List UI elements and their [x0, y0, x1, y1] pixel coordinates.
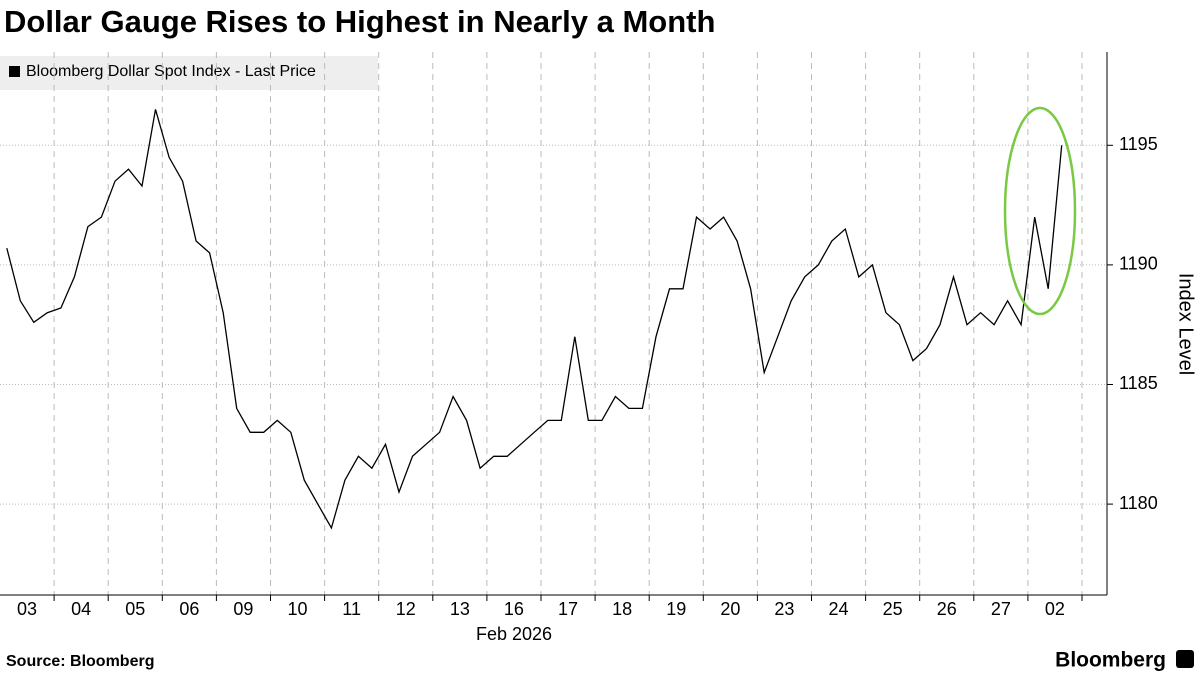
series-line	[6, 109, 1063, 530]
brand: Bloomberg	[1055, 649, 1166, 672]
y-tick-label: 1185	[1119, 373, 1158, 393]
x-tick-label: 06	[179, 599, 199, 619]
x-tick-label: 16	[504, 599, 524, 619]
x-tick-label: 18	[612, 599, 632, 619]
x-tick-label: 10	[288, 599, 308, 619]
y-tick-label: 1190	[1119, 254, 1158, 274]
x-tick-label: 23	[774, 599, 794, 619]
x-tick-label: 25	[883, 599, 903, 619]
x-tick-label: 19	[666, 599, 686, 619]
x-tick-label: 20	[720, 599, 740, 619]
legend-label: Bloomberg Dollar Spot Index - Last Price	[26, 63, 316, 80]
x-tick-label: 03	[17, 599, 37, 619]
x-tick-label: 13	[450, 599, 470, 619]
x-axis-sublabel: Feb 2026	[476, 624, 552, 644]
x-tick-label: 11	[342, 599, 361, 619]
chart-title: Dollar Gauge Rises to Highest in Nearly …	[4, 4, 715, 39]
x-tick-label: 09	[233, 599, 253, 619]
x-tick-label: 04	[71, 599, 91, 619]
highlight-ellipse	[1003, 106, 1077, 316]
y-tick-label: 1195	[1119, 134, 1158, 154]
brand-icon	[1176, 650, 1194, 668]
source: Source: Bloomberg	[6, 653, 154, 670]
x-tick-label: 27	[991, 599, 1011, 619]
plot: 1180 1185 1190 1195 03 04 05 06 09 10 11 12 13 16 17 18…	[0, 52, 1158, 619]
x-tick-label: 17	[558, 599, 578, 619]
x-tick-label: 12	[396, 599, 416, 619]
y-axis-title: Index Level	[1175, 273, 1197, 375]
x-tick-label: 24	[829, 599, 849, 619]
x-tick-label: 02	[1045, 599, 1065, 619]
legend-box	[0, 56, 378, 90]
x-tick-label: 05	[125, 599, 145, 619]
legend-swatch	[9, 66, 20, 77]
y-tick-label: 1180	[1119, 493, 1158, 513]
x-tick-label: 26	[937, 599, 957, 619]
